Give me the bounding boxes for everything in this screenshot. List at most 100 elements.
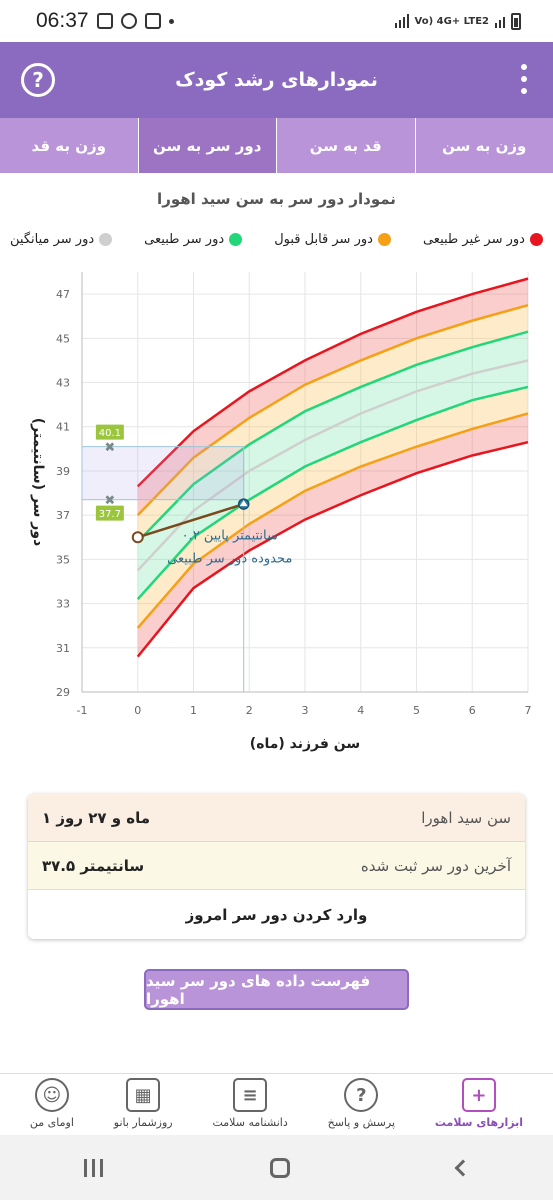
x-tick-label: 2 bbox=[246, 704, 253, 717]
child-point-start bbox=[131, 531, 144, 544]
enter-today-button[interactable]: وارد کردن دور سر امروز bbox=[185, 905, 368, 924]
y-tick-label: 45 bbox=[56, 332, 70, 345]
question-bubble-icon: ? bbox=[344, 1078, 379, 1112]
health-kit-icon: + bbox=[461, 1078, 496, 1112]
band-abnormal-upper bbox=[137, 278, 528, 516]
nav-label: اومای من bbox=[29, 1116, 74, 1129]
whatsapp-icon bbox=[120, 13, 137, 29]
last-measure-value: ۳۷.۵ سانتیمتر bbox=[42, 856, 145, 875]
y-tick-label: 43 bbox=[56, 377, 70, 390]
y-tick-label: 37 bbox=[56, 509, 70, 522]
age-row: سن سید اهورا ۱ ماه و ۲۷ روز bbox=[28, 794, 525, 842]
nav-health-tools[interactable]: + ابزارهای سلامت bbox=[435, 1074, 523, 1135]
app-bar: ? نمودارهای رشد کودک bbox=[0, 42, 553, 118]
tab-head-age[interactable]: دور سر به سن bbox=[137, 118, 276, 173]
info-card: سن سید اهورا ۱ ماه و ۲۷ روز آخرین دور سر… bbox=[28, 794, 525, 939]
instagram-icon bbox=[144, 13, 161, 29]
head-circumference-chart: -1 0 1 2 3 4 5 6 7 29 31 33 35 37 39 41 43 45 47 سن فرزند (… bbox=[0, 262, 553, 762]
series-line-6 bbox=[136, 440, 529, 658]
gallery-icon bbox=[96, 13, 113, 29]
legend-label: دور سر میانگین bbox=[10, 232, 95, 247]
series-line-2 bbox=[136, 330, 529, 543]
chart-tabs: وزن به سن قد به سن دور سر به سن وزن به ق… bbox=[0, 118, 553, 173]
last-measure-row: آخرین دور سر ثبت شده ۳۷.۵ سانتیمتر bbox=[28, 842, 525, 890]
question-circle-icon: ? bbox=[32, 68, 44, 92]
status-right: Vo) 4G+ LTE2 bbox=[394, 12, 521, 30]
notification-dot-icon bbox=[168, 18, 174, 24]
chart-legend: دور سر غیر طبیعی دور سر قابل قبول دور سر… bbox=[10, 232, 543, 247]
x-tick-label: 6 bbox=[469, 704, 476, 717]
legend-label: دور سر غیر طبیعی bbox=[422, 232, 525, 247]
band-acceptable-upper bbox=[137, 305, 528, 542]
x-tick-label: -1 bbox=[77, 704, 88, 717]
x-tick-label: 3 bbox=[302, 704, 309, 717]
status-bar: 06:37 Vo) 4G+ LTE2 bbox=[0, 0, 553, 42]
system-nav-bar bbox=[0, 1135, 553, 1200]
bottom-nav: + ابزارهای سلامت ? پرسش و پاسخ ≡ دانشنام… bbox=[0, 1073, 553, 1135]
status-left: 06:37 bbox=[36, 9, 174, 33]
back-icon[interactable] bbox=[454, 1159, 472, 1176]
legend-dot-icon bbox=[99, 233, 113, 246]
tab-height-age[interactable]: قد به سن bbox=[276, 118, 415, 173]
nav-label: پرسش و پاسخ bbox=[327, 1116, 396, 1129]
nav-calendar[interactable]: ▦ روزشمار بانو bbox=[114, 1074, 173, 1135]
nav-qa[interactable]: ? پرسش و پاسخ bbox=[328, 1074, 395, 1135]
marker-label-box bbox=[95, 505, 124, 521]
tab-weight-height[interactable]: وزن به قد bbox=[31, 136, 106, 155]
age-label: سن سید اهورا bbox=[421, 808, 511, 827]
legend-item-abnormal: دور سر غیر طبیعی bbox=[423, 232, 543, 247]
nav-label: دانشنامه سلامت bbox=[212, 1116, 288, 1129]
child-point-arrow bbox=[239, 500, 248, 507]
network-label: Vo) 4G+ LTE2 bbox=[414, 15, 489, 27]
nav-label: روزشمار بانو bbox=[113, 1116, 173, 1129]
child-measurement-line bbox=[137, 502, 245, 539]
legend-item-normal: دور سر طبیعی bbox=[144, 232, 243, 247]
app-title: نمودارهای رشد کودک bbox=[175, 69, 378, 91]
reference-box bbox=[81, 446, 245, 501]
tab-weight-age[interactable]: وزن به سن bbox=[414, 118, 553, 173]
chart-title: نمودار دور سر به سن سید اهورا bbox=[157, 190, 396, 208]
y-tick-label: 47 bbox=[56, 288, 70, 301]
recent-apps-icon[interactable] bbox=[83, 1158, 103, 1177]
x-tick-label: 1 bbox=[190, 704, 197, 717]
nav-encyclopedia[interactable]: ≡ دانشنامه سلامت bbox=[212, 1074, 288, 1135]
nav-profile[interactable]: ☺ اومای من bbox=[30, 1074, 74, 1135]
home-icon[interactable] bbox=[269, 1157, 290, 1178]
series-line-0 bbox=[136, 277, 529, 488]
legend-dot-icon bbox=[229, 233, 243, 246]
marker-label: 40.1 bbox=[99, 428, 121, 439]
nav-label: ابزارهای سلامت bbox=[434, 1116, 524, 1129]
band-normal bbox=[137, 331, 528, 600]
x-tick-label: 7 bbox=[525, 704, 532, 717]
y-tick-label: 33 bbox=[56, 598, 70, 611]
y-tick-label: 31 bbox=[56, 642, 70, 655]
y-axis-label: دور سر (سانتیمتر) bbox=[30, 418, 46, 547]
marker-label: 37.7 bbox=[99, 509, 121, 520]
signal-2-icon bbox=[495, 14, 505, 28]
user-avatar-icon: ☺ bbox=[34, 1078, 69, 1112]
data-list-button[interactable]: فهرست داده های دور سر سید اهورا bbox=[144, 969, 409, 1010]
more-vert-icon[interactable] bbox=[521, 64, 527, 94]
band-acceptable-lower bbox=[137, 386, 528, 628]
series-line-3 bbox=[136, 359, 529, 572]
x-tick-label: 4 bbox=[357, 704, 364, 717]
x-tick-label: 5 bbox=[413, 704, 420, 717]
status-time: 06:37 bbox=[36, 9, 89, 32]
series-line-5 bbox=[136, 412, 529, 629]
marker-x: ✖ bbox=[104, 494, 115, 509]
newspaper-icon: ≡ bbox=[233, 1078, 268, 1112]
legend-dot-icon bbox=[377, 233, 391, 246]
legend-label: دور سر قابل قبول bbox=[274, 232, 373, 247]
help-button[interactable]: ? bbox=[21, 63, 55, 97]
band-abnormal-lower bbox=[137, 413, 528, 657]
calendar-icon: ▦ bbox=[126, 1078, 161, 1112]
signal-icon bbox=[394, 14, 409, 28]
last-measure-label: آخرین دور سر ثبت شده bbox=[360, 856, 511, 875]
battery-icon bbox=[511, 12, 521, 30]
y-tick-label: 39 bbox=[56, 465, 70, 478]
y-tick-label: 41 bbox=[56, 421, 70, 434]
chart-annotation: محدوده دور سر طبیعی bbox=[167, 551, 292, 566]
legend-item-mean: دور سر میانگین bbox=[10, 232, 113, 247]
legend-dot-icon bbox=[529, 233, 543, 246]
